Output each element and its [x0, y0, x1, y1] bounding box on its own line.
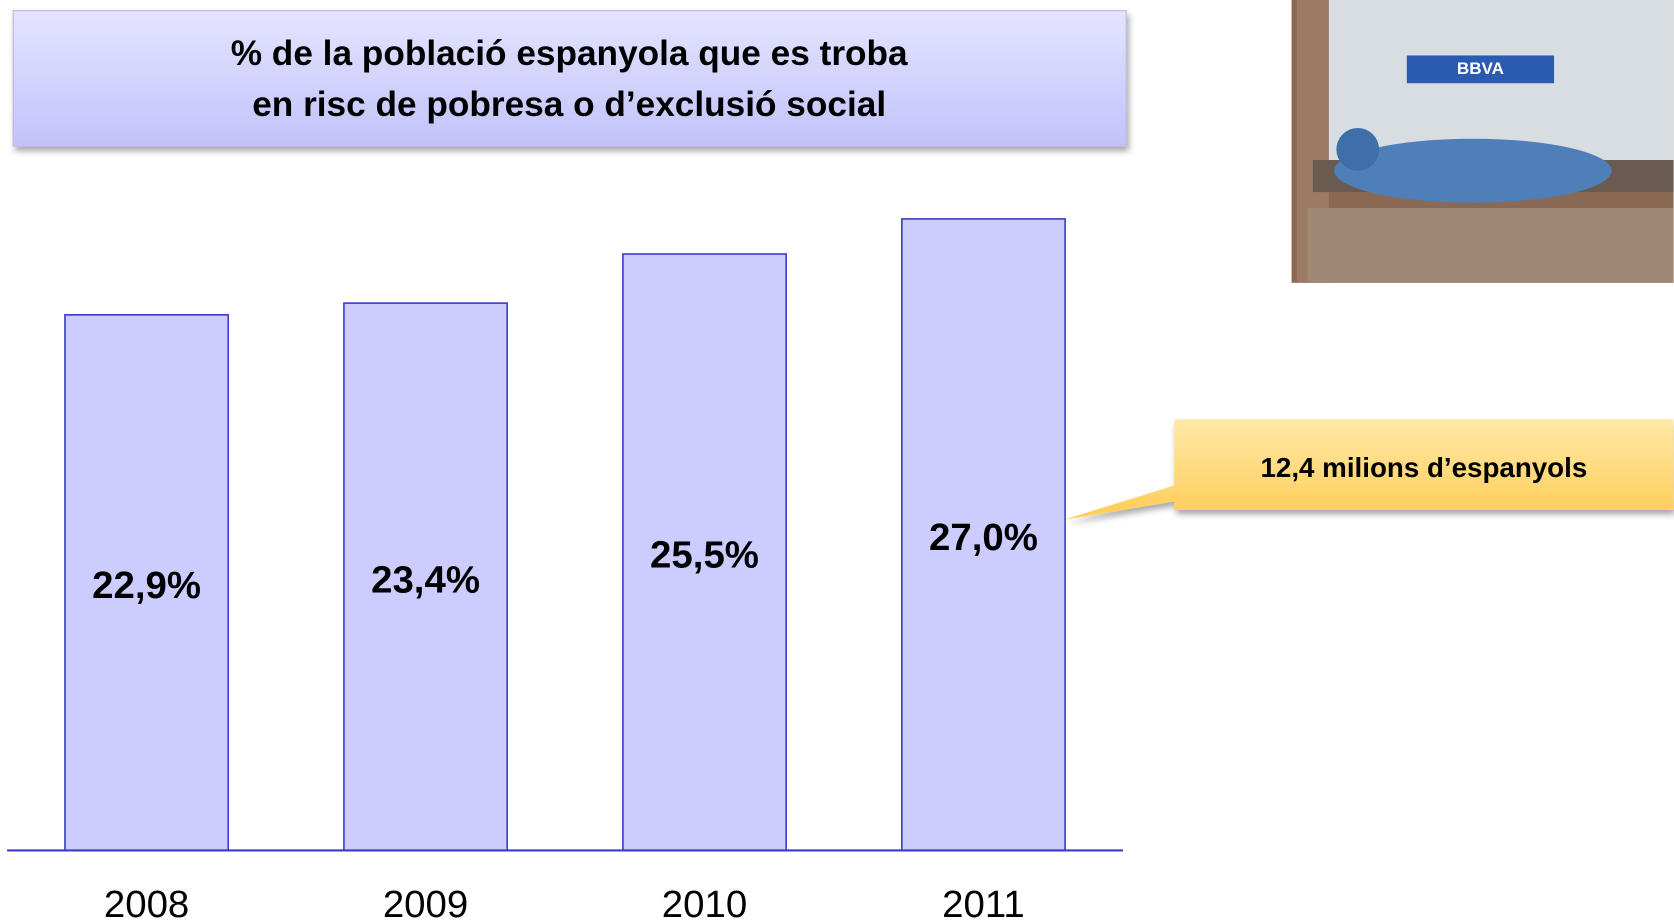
value-label: 23,4% — [371, 558, 480, 601]
chart-title: % de la població espanyola que es troba — [231, 34, 908, 73]
bar — [64, 314, 230, 852]
value-label: 22,9% — [92, 564, 201, 607]
title-box — [12, 10, 1127, 147]
x-tick-label: 2009 — [383, 883, 468, 923]
x-tick-label: 2008 — [104, 883, 189, 923]
callout — [1064, 419, 1674, 520]
value-label: 25,5% — [650, 534, 759, 577]
bank-sign: BBVA — [1457, 59, 1504, 78]
annotation: 12,4 milions d’espanyols — [1260, 452, 1587, 483]
photo: BBVA — [1291, 0, 1674, 283]
bar — [343, 302, 508, 852]
x-tick-label: 2011 — [942, 883, 1025, 923]
chart-title: en risc de pobresa o d’exclusió social — [252, 85, 886, 124]
value-label: 27,0% — [929, 516, 1038, 559]
x-tick-label: 2010 — [662, 883, 747, 923]
bar — [622, 253, 787, 852]
bar — [901, 218, 1066, 852]
